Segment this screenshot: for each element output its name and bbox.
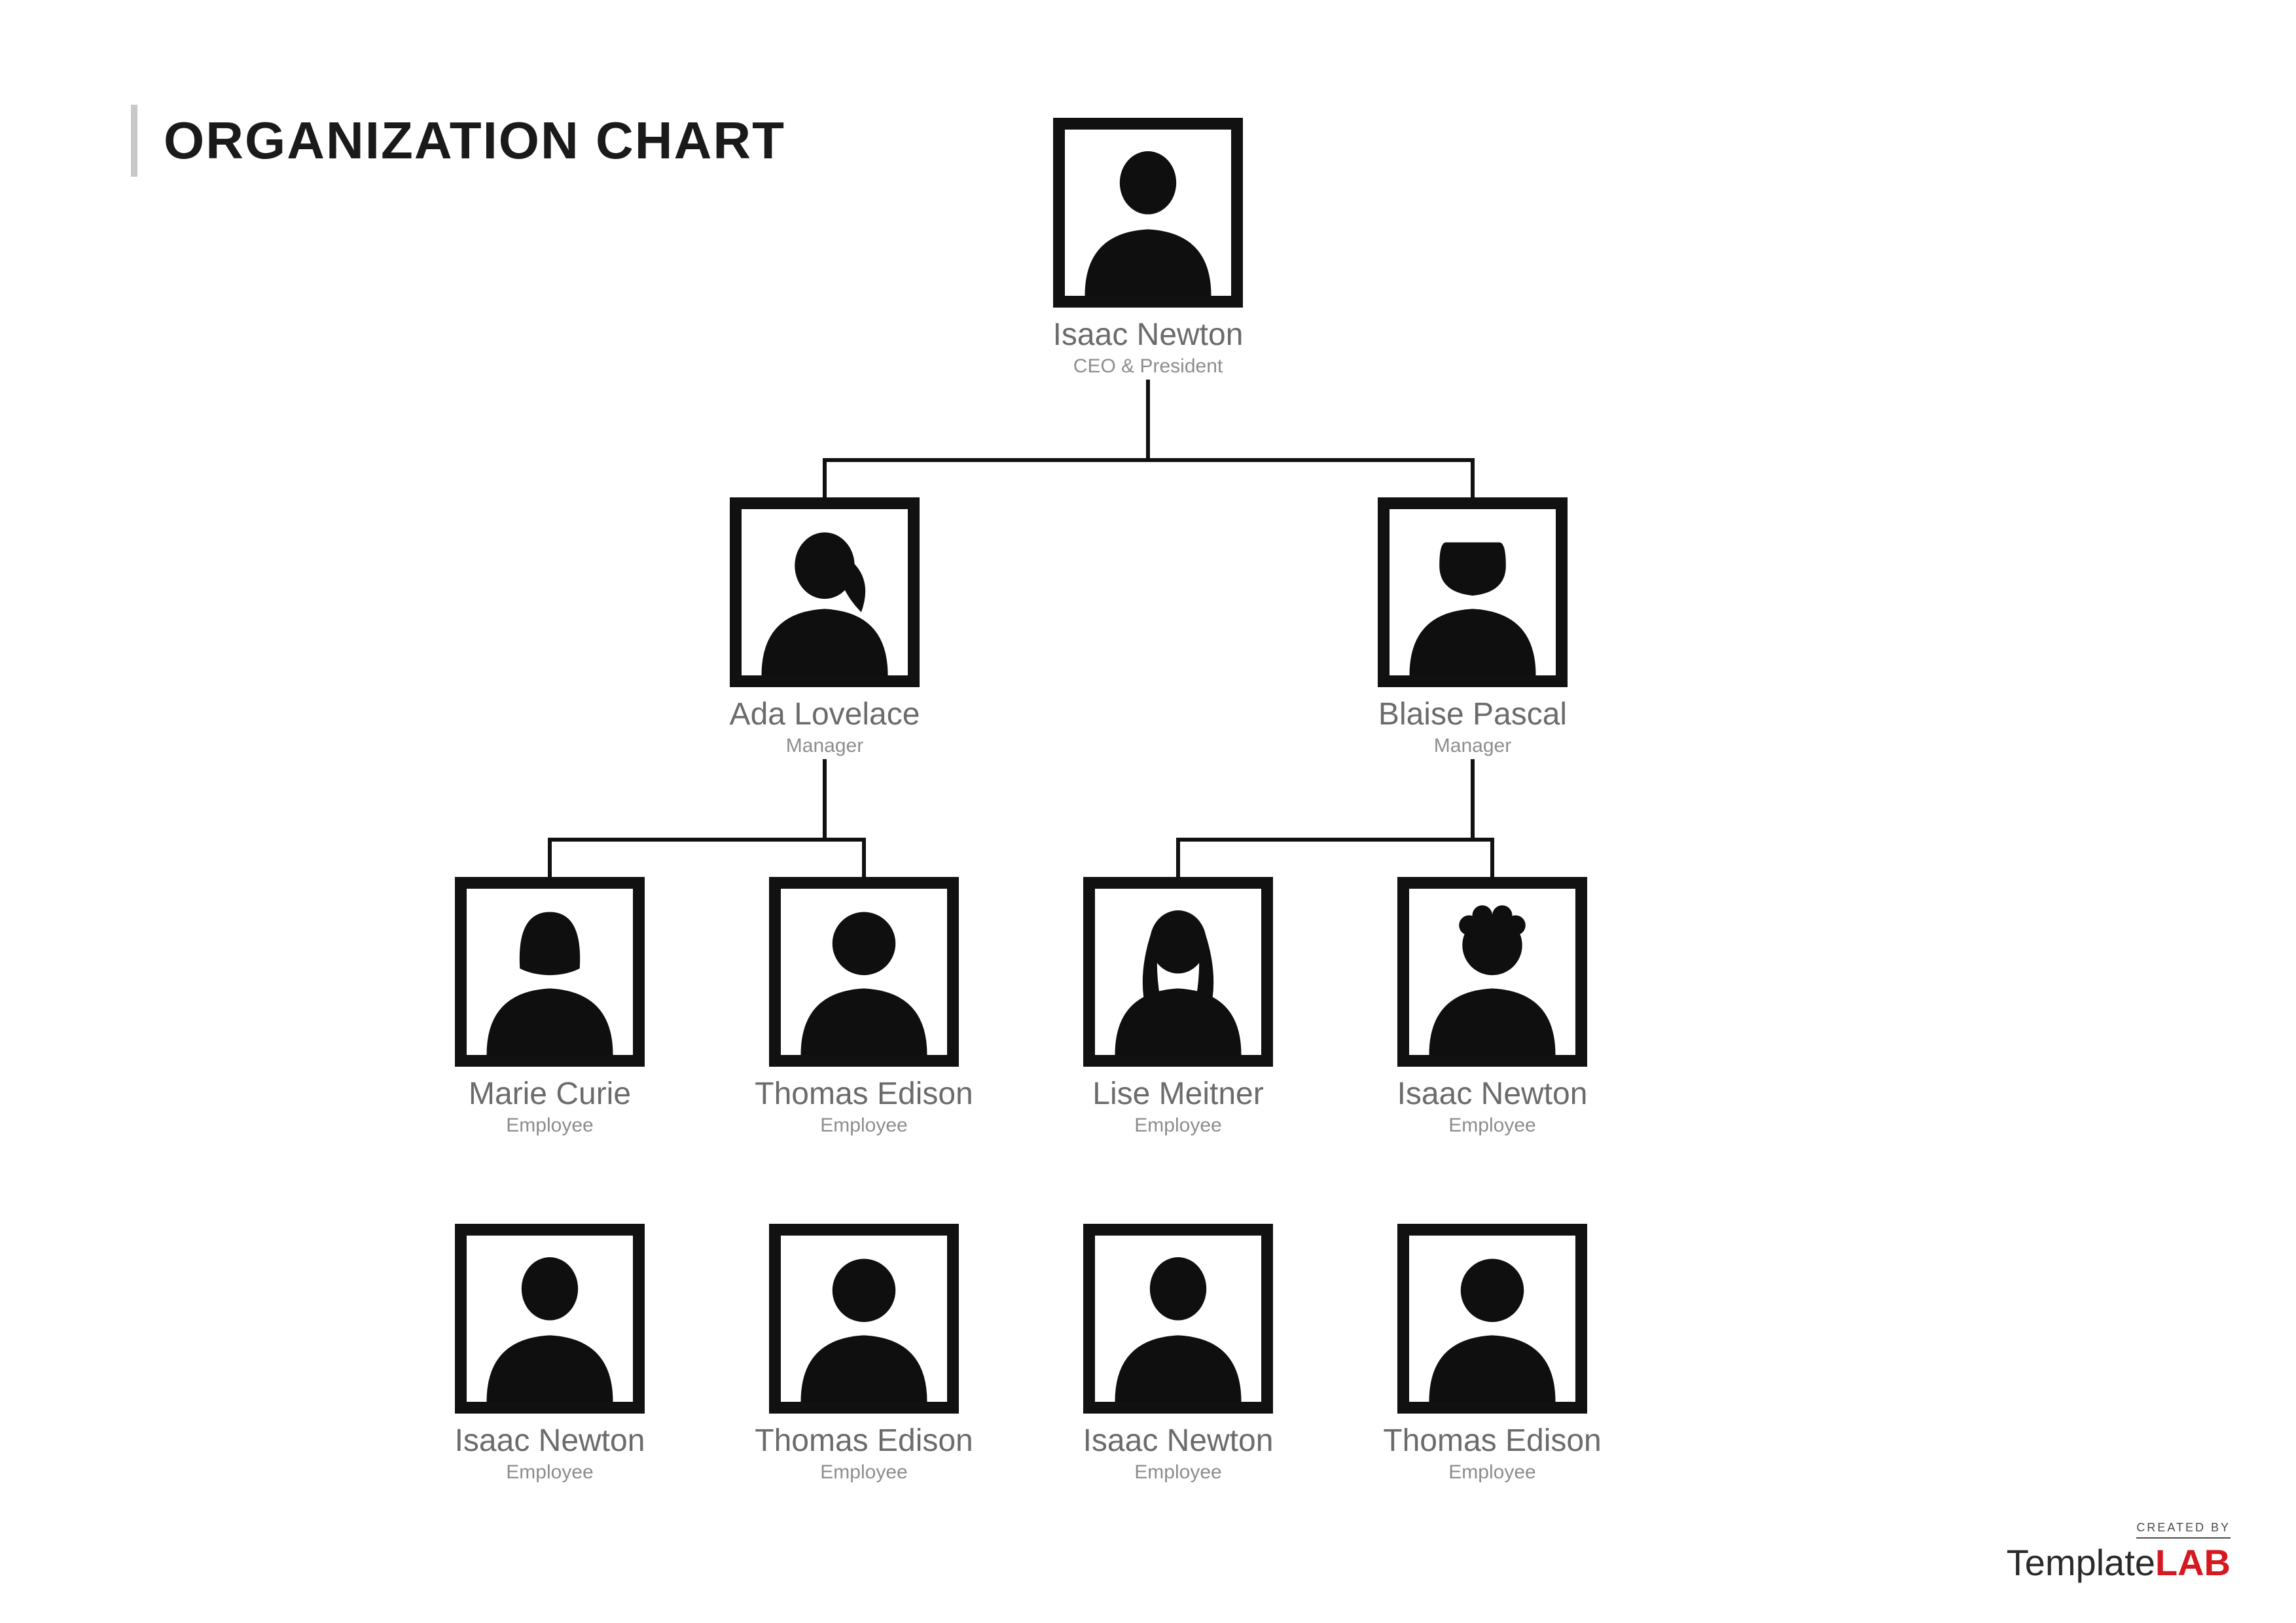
avatar-box [1378, 497, 1568, 687]
person-role: Employee [399, 1461, 700, 1484]
person-role: Manager [1322, 735, 1623, 757]
org-node-e4: Isaac Newton Employee [1342, 877, 1643, 1137]
connector [548, 838, 866, 842]
person-role: Manager [674, 735, 975, 757]
org-node-mgr2: Blaise Pascal Manager [1322, 497, 1623, 757]
org-node-e2: Thomas Edison Employee [713, 877, 1014, 1137]
person-name: Marie Curie [399, 1076, 700, 1112]
person-role: Employee [399, 1115, 700, 1137]
connector [862, 838, 866, 877]
avatar-box [1397, 877, 1587, 1067]
avatar-box [1083, 1224, 1273, 1414]
connector [823, 759, 827, 838]
person-role: Employee [1028, 1115, 1329, 1137]
person-role: Employee [1028, 1461, 1329, 1484]
avatar-box [1053, 118, 1243, 308]
page-title: ORGANIZATION CHART [164, 111, 785, 171]
person-role: CEO & President [997, 355, 1299, 378]
avatar-box [769, 877, 959, 1067]
avatar-box [455, 877, 645, 1067]
person-role: Employee [713, 1115, 1014, 1137]
person-role: Employee [1342, 1115, 1643, 1137]
connector [1471, 458, 1475, 497]
footer-brand-suffix: LAB [2155, 1542, 2231, 1583]
connector [1176, 838, 1494, 842]
person-role: Employee [1342, 1461, 1643, 1484]
connector [823, 458, 1475, 462]
footer-brand: TemplateLAB [2007, 1542, 2231, 1583]
avatar-box [730, 497, 920, 687]
avatar-box [1397, 1224, 1587, 1414]
org-node-e6: Thomas EdisonEmployee [713, 1224, 1014, 1484]
org-node-e7: Isaac NewtonEmployee [1028, 1224, 1329, 1484]
person-name: Isaac Newton [399, 1423, 700, 1459]
org-node-e8: Thomas EdisonEmployee [1342, 1224, 1643, 1484]
org-node-e1: Marie Curie Employee [399, 877, 700, 1137]
person-name: Isaac Newton [1342, 1076, 1643, 1112]
org-node-mgr1: Ada Lovelace Manager [674, 497, 975, 757]
person-name: Thomas Edison [713, 1423, 1014, 1459]
avatar-box [1083, 877, 1273, 1067]
connector [1176, 838, 1180, 877]
avatar-box [455, 1224, 645, 1414]
org-node-ceo: Isaac NewtonCEO & President [997, 118, 1299, 378]
footer-brand-prefix: Template [2007, 1542, 2155, 1583]
connector [548, 838, 552, 877]
person-role: Employee [713, 1461, 1014, 1484]
person-name: Blaise Pascal [1322, 696, 1623, 732]
person-name: Isaac Newton [997, 317, 1299, 353]
connector [1471, 759, 1475, 838]
org-node-e3: Lise Meitner Employee [1028, 877, 1329, 1137]
page-title-bar: ORGANIZATION CHART [131, 105, 785, 177]
person-name: Thomas Edison [713, 1076, 1014, 1112]
person-name: Lise Meitner [1028, 1076, 1329, 1112]
connector [1490, 838, 1494, 877]
person-name: Thomas Edison [1342, 1423, 1643, 1459]
avatar-box [769, 1224, 959, 1414]
person-name: Ada Lovelace [674, 696, 975, 732]
connector [1146, 380, 1150, 458]
person-name: Isaac Newton [1028, 1423, 1329, 1459]
footer-created-by: CREATED BY [2136, 1521, 2231, 1539]
org-node-e5: Isaac NewtonEmployee [399, 1224, 700, 1484]
footer: CREATED BY TemplateLAB [2007, 1521, 2231, 1584]
connector [823, 458, 827, 497]
